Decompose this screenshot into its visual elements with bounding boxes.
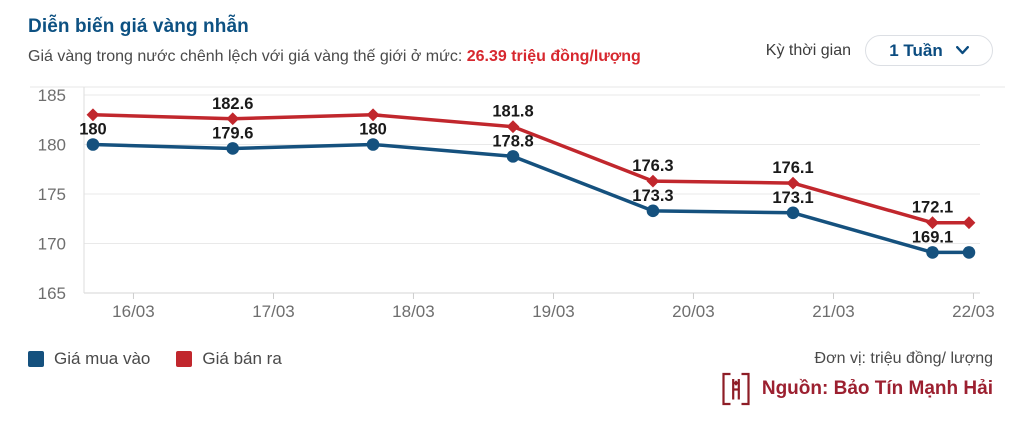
period-selector: Kỳ thời gian 1 Tuần xyxy=(766,35,993,66)
data-point-label: 169.1 xyxy=(912,228,953,246)
legend-item-buy[interactable]: Giá mua vào xyxy=(28,349,150,369)
data-point-sell[interactable] xyxy=(962,216,976,230)
data-point-label: 180 xyxy=(359,121,387,139)
data-point-label: 180 xyxy=(79,121,107,139)
source-label: Nguồn: Bảo Tín Mạnh Hải xyxy=(761,378,993,399)
period-selected-value: 1 Tuần xyxy=(889,40,943,60)
series-line-buy xyxy=(91,142,971,255)
source-row: Nguồn: Bảo Tín Mạnh Hải xyxy=(721,372,993,406)
data-point-sell[interactable] xyxy=(226,112,240,126)
series-line-sell xyxy=(91,113,971,225)
data-point-sell[interactable] xyxy=(926,216,939,230)
data-point-buy[interactable] xyxy=(962,246,976,259)
data-point-buy[interactable] xyxy=(926,246,939,259)
data-point-label: 179.6 xyxy=(212,124,253,142)
y-axis-label: 180 xyxy=(38,136,66,155)
data-point-label: 176.3 xyxy=(632,157,673,175)
buy-series-swatch xyxy=(28,351,44,367)
x-axis-label: 19/03 xyxy=(532,302,575,321)
data-point-label: 182.6 xyxy=(212,95,253,113)
legend-item-sell[interactable]: Giá bán ra xyxy=(176,349,282,369)
header: Diễn biến giá vàng nhẫn Giá vàng trong n… xyxy=(28,16,641,66)
data-point-label: 173.3 xyxy=(632,187,673,205)
chevron-down-icon xyxy=(955,46,969,55)
data-point-label: 176.1 xyxy=(772,159,813,177)
subtitle-highlight-value: 26.39 triệu đồng/lượng xyxy=(466,48,641,65)
subtitle: Giá vàng trong nước chênh lệch với giá v… xyxy=(28,48,641,66)
period-dropdown[interactable]: 1 Tuần xyxy=(865,35,993,66)
data-point-buy[interactable] xyxy=(226,142,240,155)
data-point-sell[interactable] xyxy=(506,120,520,134)
legend-row: Giá mua vào Giá bán ra Đơn vị: triệu đồn… xyxy=(28,349,993,369)
period-label: Kỳ thời gian xyxy=(765,41,851,59)
subtitle-text: Giá vàng trong nước chênh lệch với giá v… xyxy=(28,48,463,65)
data-point-buy[interactable] xyxy=(786,206,800,220)
y-axis-label: 165 xyxy=(38,284,66,303)
bao-tin-manh-hai-logo-icon xyxy=(721,372,751,406)
legend-label-sell: Giá bán ra xyxy=(202,349,282,368)
data-point-label: 178.8 xyxy=(492,132,533,150)
x-axis-label: 18/03 xyxy=(392,302,435,321)
data-point-sell[interactable] xyxy=(86,108,100,122)
x-axis-label: 16/03 xyxy=(112,302,155,321)
data-point-buy[interactable] xyxy=(366,138,380,151)
data-point-buy[interactable] xyxy=(646,204,660,218)
x-axis-label: 20/03 xyxy=(672,302,715,321)
data-point-label: 181.8 xyxy=(492,103,533,121)
data-point-sell[interactable] xyxy=(366,108,380,122)
y-axis-label: 185 xyxy=(38,86,66,105)
data-point-buy[interactable] xyxy=(86,138,100,151)
data-point-sell[interactable] xyxy=(646,174,660,188)
x-axis-label: 21/03 xyxy=(812,302,855,321)
data-point-label: 173.1 xyxy=(772,189,813,207)
gold-price-line-chart: 165 170 175 180 185 16/03 17/03 18/03 19/03 20/03… xyxy=(30,86,1005,321)
sell-series-swatch xyxy=(176,351,193,367)
data-point-buy[interactable] xyxy=(506,150,520,163)
data-point-label: 172.1 xyxy=(912,199,953,217)
page-title: Diễn biến giá vàng nhẫn xyxy=(28,16,249,37)
unit-note: Đơn vị: triệu đồng/ lượng xyxy=(814,350,993,367)
y-axis-label: 175 xyxy=(38,185,66,204)
x-axis-label: 17/03 xyxy=(252,302,295,321)
legend-label-buy: Giá mua vào xyxy=(54,349,151,368)
y-axis-label: 170 xyxy=(38,235,66,254)
x-axis-label: 22/03 xyxy=(952,302,995,321)
data-point-sell[interactable] xyxy=(786,176,800,190)
